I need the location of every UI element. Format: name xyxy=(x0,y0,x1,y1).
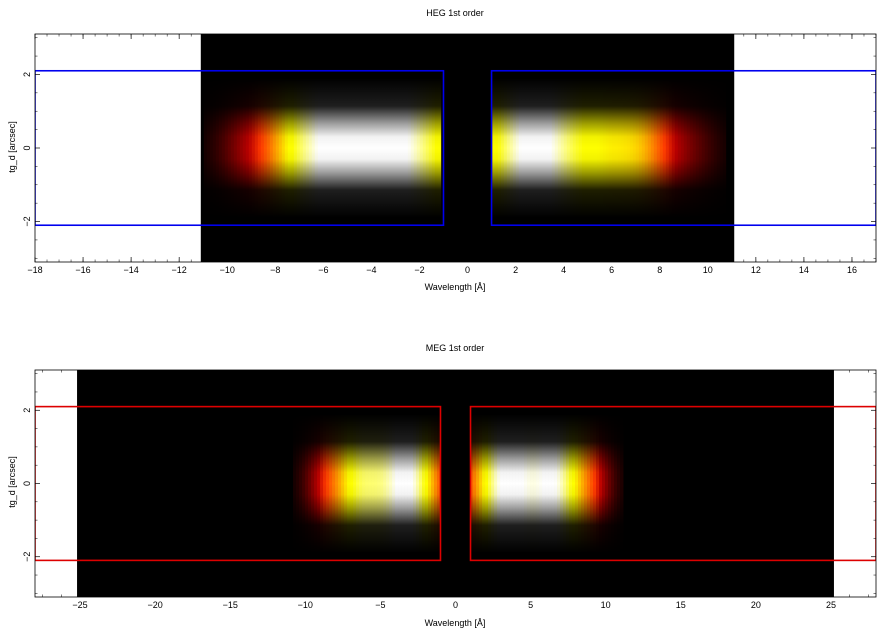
heg-y-tick-label: 0 xyxy=(22,145,32,150)
heg-x-tick-label: 8 xyxy=(657,265,662,275)
meg-x-tick-label: 20 xyxy=(751,600,761,610)
heg-x-tick-label: −10 xyxy=(220,265,235,275)
heg-x-tick-label: −4 xyxy=(366,265,376,275)
heg-spectrum-image xyxy=(35,34,876,262)
heg-x-tick-label: −8 xyxy=(270,265,280,275)
heg-y-axis-label: tg_d [arcsec] xyxy=(7,121,17,173)
meg-x-tick-label: −10 xyxy=(298,600,313,610)
heg-x-tick-label: −6 xyxy=(318,265,328,275)
meg-x-tick-label: 0 xyxy=(453,600,458,610)
meg-x-tick-label: 10 xyxy=(601,600,611,610)
heg-x-tick-label: −14 xyxy=(123,265,138,275)
heg-x-axis-label: Wavelength [Å] xyxy=(425,282,486,292)
meg-y-tick-label: 0 xyxy=(22,481,32,486)
meg-x-tick-label: 15 xyxy=(676,600,686,610)
heg-panel: HEG 1st order −18 −16 −14 −12 −10 −8 −6 −4 −2 0 2 4… xyxy=(7,8,877,292)
meg-extraction-region-2 xyxy=(469,405,876,562)
heg-title: HEG 1st order xyxy=(426,8,484,18)
meg-x-tick-label: −15 xyxy=(223,600,238,610)
meg-y-tick-label: 2 xyxy=(22,408,32,413)
meg-panel: MEG 1st order −25 −20 −15 −10 −5 0 5 10 15 20 25−2… xyxy=(7,343,877,628)
heg-y-tick-label: 2 xyxy=(22,72,32,77)
meg-image-background xyxy=(77,370,834,597)
heg-x-tick-label: 12 xyxy=(751,265,761,275)
meg-title: MEG 1st order xyxy=(426,343,485,353)
heg-x-tick-label: 6 xyxy=(609,265,614,275)
heg-extraction-region-2 xyxy=(490,69,876,227)
meg-x-tick-label: −5 xyxy=(375,600,385,610)
heg-x-tick-label: 10 xyxy=(703,265,713,275)
meg-y-tick-label: −2 xyxy=(22,552,32,562)
heg-x-tick-label: 4 xyxy=(561,265,566,275)
heg-x-tick-label: 16 xyxy=(847,265,857,275)
meg-spectrum-image xyxy=(35,370,876,597)
heg-x-tick-label: −2 xyxy=(414,265,424,275)
heg-x-tick-label: −12 xyxy=(172,265,187,275)
heg-emission-band xyxy=(203,34,727,262)
meg-x-tick-label: −20 xyxy=(148,600,163,610)
meg-y-axis-label: tg_d [arcsec] xyxy=(7,456,17,508)
heg-x-tick-label: 0 xyxy=(465,265,470,275)
meg-x-tick-label: −25 xyxy=(72,600,87,610)
heg-x-tick-label: 14 xyxy=(799,265,809,275)
heg-x-tick-label: −16 xyxy=(75,265,90,275)
meg-x-tick-label: 25 xyxy=(826,600,836,610)
heg-extraction-region-1 xyxy=(35,69,445,227)
meg-x-tick-label: 5 xyxy=(528,600,533,610)
meg-extraction-region-1 xyxy=(35,405,442,562)
heg-x-tick-label: −18 xyxy=(27,265,42,275)
heg-x-tick-label: 2 xyxy=(513,265,518,275)
heg-y-tick-label: −2 xyxy=(22,216,32,226)
meg-x-axis-label: Wavelength [Å] xyxy=(425,618,486,628)
meg-emission-band xyxy=(293,370,624,597)
